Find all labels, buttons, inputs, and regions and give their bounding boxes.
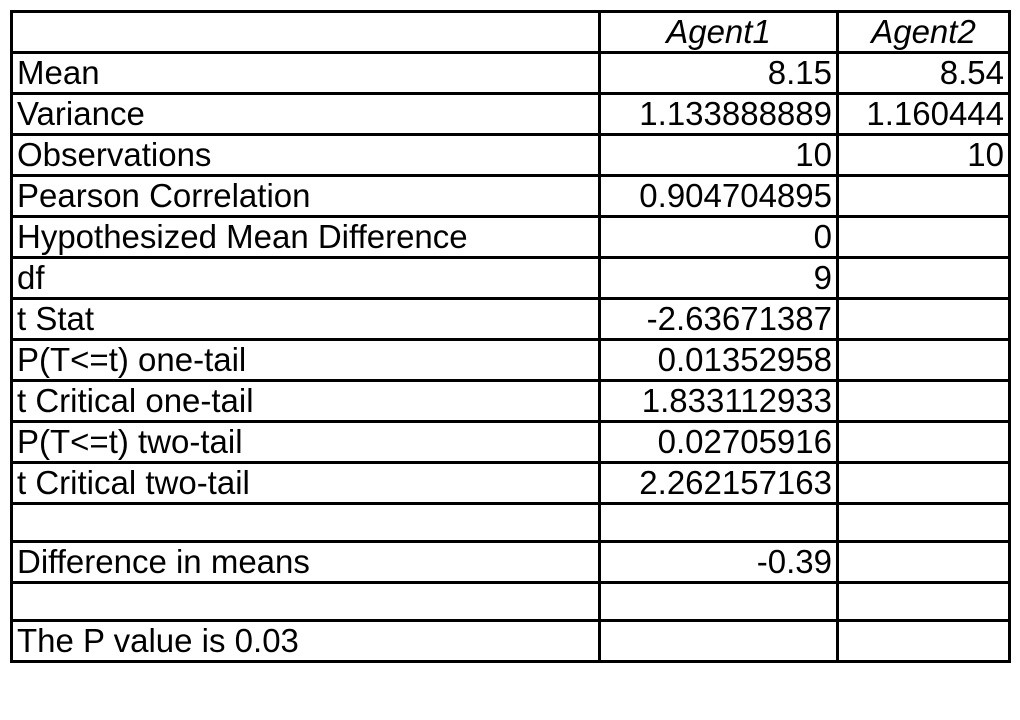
row-label[interactable]: P(T<=t) two-tail (10, 420, 601, 464)
results-table: Agent1 Agent2 Mean 8.15 8.54 Variance 1.… (10, 10, 1011, 663)
table-row: Hypothesized Mean Difference 0 (10, 215, 1011, 259)
header-cell-agent1[interactable]: Agent1 (598, 10, 839, 54)
table-row: P(T<=t) one-tail 0.01352958 (10, 338, 1011, 382)
agent2-value[interactable] (836, 502, 1011, 543)
agent1-value[interactable]: 1.833112933 (598, 379, 839, 423)
row-label[interactable]: t Stat (10, 297, 601, 341)
agent2-value[interactable] (836, 174, 1011, 218)
row-label[interactable]: t Critical two-tail (10, 461, 601, 505)
agent1-value[interactable]: -0.39 (598, 540, 839, 584)
row-label[interactable]: P(T<=t) one-tail (10, 338, 601, 382)
agent2-value[interactable] (836, 379, 1011, 423)
agent1-value[interactable] (598, 581, 839, 622)
agent1-value[interactable] (598, 619, 839, 663)
row-label[interactable]: t Critical one-tail (10, 379, 601, 423)
agent2-value[interactable] (836, 297, 1011, 341)
table-row (10, 502, 1011, 543)
table-row: P(T<=t) two-tail 0.02705916 (10, 420, 1011, 464)
agent2-value[interactable] (836, 461, 1011, 505)
header-row: Agent1 Agent2 (10, 10, 1011, 54)
agent2-value[interactable]: 8.54 (836, 51, 1011, 95)
header-cell-agent2[interactable]: Agent2 (836, 10, 1011, 54)
agent2-value[interactable] (836, 215, 1011, 259)
table-row: df 9 (10, 256, 1011, 300)
table-row: Variance 1.133888889 1.160444 (10, 92, 1011, 136)
table-row: t Stat -2.63671387 (10, 297, 1011, 341)
row-label[interactable]: df (10, 256, 601, 300)
table-row: Observations 10 10 (10, 133, 1011, 177)
row-label[interactable] (10, 502, 601, 543)
table-row (10, 581, 1011, 622)
row-label[interactable]: Observations (10, 133, 601, 177)
table-row: Pearson Correlation 0.904704895 (10, 174, 1011, 218)
agent1-value[interactable]: -2.63671387 (598, 297, 839, 341)
agent2-value[interactable] (836, 619, 1011, 663)
row-label[interactable]: The P value is 0.03 (10, 619, 601, 663)
agent2-value[interactable] (836, 338, 1011, 382)
agent1-value[interactable]: 1.133888889 (598, 92, 839, 136)
agent1-value[interactable]: 0.01352958 (598, 338, 839, 382)
agent2-value[interactable] (836, 256, 1011, 300)
agent2-value[interactable] (836, 420, 1011, 464)
row-label[interactable]: Difference in means (10, 540, 601, 584)
agent1-value[interactable]: 0.02705916 (598, 420, 839, 464)
row-label[interactable] (10, 581, 601, 622)
agent1-value[interactable]: 8.15 (598, 51, 839, 95)
row-label[interactable]: Hypothesized Mean Difference (10, 215, 601, 259)
agent1-value[interactable] (598, 502, 839, 543)
table-row: t Critical two-tail 2.262157163 (10, 461, 1011, 505)
agent1-value[interactable]: 2.262157163 (598, 461, 839, 505)
agent1-value[interactable]: 10 (598, 133, 839, 177)
agent2-value[interactable] (836, 540, 1011, 584)
row-label[interactable]: Pearson Correlation (10, 174, 601, 218)
agent1-value[interactable]: 9 (598, 256, 839, 300)
row-label[interactable]: Variance (10, 92, 601, 136)
agent2-value[interactable] (836, 581, 1011, 622)
agent1-value[interactable]: 0 (598, 215, 839, 259)
table-row: t Critical one-tail 1.833112933 (10, 379, 1011, 423)
table-row: The P value is 0.03 (10, 619, 1011, 663)
agent1-value[interactable]: 0.904704895 (598, 174, 839, 218)
table-row: Mean 8.15 8.54 (10, 51, 1011, 95)
row-label[interactable]: Mean (10, 51, 601, 95)
header-cell-label[interactable] (10, 10, 601, 54)
agent2-value[interactable]: 10 (836, 133, 1011, 177)
table-row: Difference in means -0.39 (10, 540, 1011, 584)
agent2-value[interactable]: 1.160444 (836, 92, 1011, 136)
